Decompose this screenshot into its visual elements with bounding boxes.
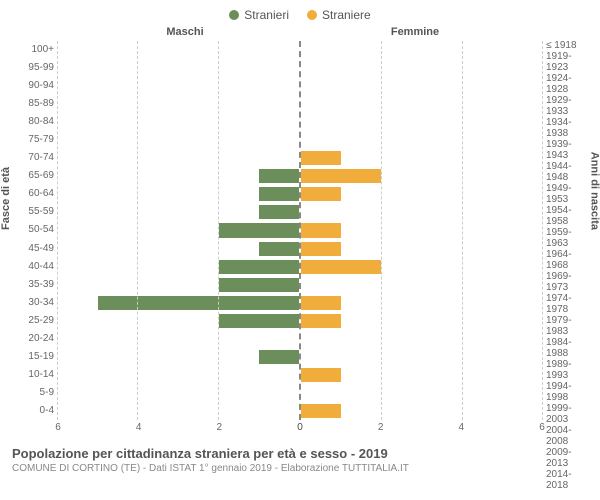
age-label: 90-94 (10, 76, 54, 94)
male-bar (219, 223, 299, 237)
birth-label: ≤ 1918 (546, 40, 590, 51)
male-bar (219, 260, 299, 274)
xticks-right: 0 2 4 6 (300, 422, 542, 436)
age-label: 70-74 (10, 149, 54, 167)
birth-label: 1964-1968 (546, 249, 590, 271)
header-male: Maschi (10, 26, 300, 38)
age-label: 35-39 (10, 275, 54, 293)
male-bar (259, 350, 299, 364)
chart-footer: Popolazione per cittadinanza straniera p… (10, 446, 590, 474)
birth-label: 1999-2003 (546, 403, 590, 425)
age-label: 50-54 (10, 221, 54, 239)
x-tick: 6 (55, 422, 61, 433)
age-label: 5-9 (10, 384, 54, 402)
male-bar (219, 278, 299, 292)
birth-labels-column: ≤ 19181919-19231924-19281929-19331934-19… (542, 40, 590, 420)
age-label: 45-49 (10, 239, 54, 257)
female-half (299, 41, 542, 420)
legend-item-male: Stranieri (229, 8, 289, 22)
birth-label: 1974-1978 (546, 293, 590, 315)
birth-label: 1994-1998 (546, 381, 590, 403)
female-bar (301, 187, 341, 201)
female-bar (301, 242, 341, 256)
chart-subtitle: COMUNE DI CORTINO (TE) - Dati ISTAT 1° g… (12, 463, 588, 474)
birth-label: 1949-1953 (546, 183, 590, 205)
age-label: 65-69 (10, 167, 54, 185)
legend-label-female: Straniere (322, 8, 371, 22)
x-tick: 4 (136, 422, 142, 433)
column-headers: Maschi Femmine (10, 26, 590, 38)
bars-container (58, 40, 542, 420)
male-bar (259, 187, 299, 201)
female-bar (301, 368, 341, 382)
female-bar (301, 404, 341, 418)
x-tick: 2 (217, 422, 223, 433)
x-tick: 0 (297, 422, 303, 433)
birth-label: 2004-2008 (546, 425, 590, 447)
swatch-female (307, 10, 317, 20)
x-tick: 2 (378, 422, 384, 433)
age-label: 80-84 (10, 112, 54, 130)
female-bar (301, 223, 341, 237)
x-tick: 4 (459, 422, 465, 433)
xticks-left: 6 4 2 0 (58, 422, 300, 436)
y-axis-label-left: Fasce di età (0, 167, 12, 230)
age-label: 60-64 (10, 185, 54, 203)
legend-label-male: Stranieri (244, 8, 289, 22)
male-bar (98, 296, 299, 310)
age-labels-column: 100+95-9990-9485-8980-8475-7970-7465-696… (10, 40, 58, 420)
age-label: 55-59 (10, 203, 54, 221)
female-bars (301, 41, 542, 420)
population-pyramid-chart: Stranieri Straniere Maschi Femmine Fasce… (0, 0, 600, 500)
legend: Stranieri Straniere (10, 8, 590, 22)
age-label: 30-34 (10, 293, 54, 311)
age-label: 15-19 (10, 348, 54, 366)
age-label: 100+ (10, 40, 54, 58)
age-label: 85-89 (10, 94, 54, 112)
birth-label: 1929-1933 (546, 95, 590, 117)
age-label: 95-99 (10, 58, 54, 76)
birth-label: 1979-1983 (546, 315, 590, 337)
age-label: 10-14 (10, 366, 54, 384)
legend-item-female: Straniere (307, 8, 371, 22)
male-bar (259, 242, 299, 256)
age-label: 75-79 (10, 130, 54, 148)
female-bar (301, 314, 341, 328)
x-axis: 6 4 2 0 0 2 4 6 (10, 422, 590, 436)
y-axis-label-right: Anni di nascita (588, 152, 600, 230)
x-tick: 6 (539, 422, 545, 433)
header-female: Femmine (300, 26, 590, 38)
swatch-male (229, 10, 239, 20)
male-half (58, 41, 299, 420)
female-bar (301, 169, 381, 183)
age-label: 25-29 (10, 311, 54, 329)
male-bar (259, 169, 299, 183)
birth-label: 1939-1943 (546, 139, 590, 161)
male-bars (58, 41, 299, 420)
age-label: 0-4 (10, 402, 54, 420)
birth-label: 1924-1928 (546, 73, 590, 95)
chart-title: Popolazione per cittadinanza straniera p… (12, 446, 588, 461)
birth-label: 1919-1923 (546, 51, 590, 73)
birth-label: 1984-1988 (546, 337, 590, 359)
male-bar (219, 314, 299, 328)
birth-label: 1934-1938 (546, 117, 590, 139)
birth-label: 1959-1963 (546, 227, 590, 249)
age-label: 20-24 (10, 330, 54, 348)
age-label: 40-44 (10, 257, 54, 275)
female-bar (301, 151, 341, 165)
female-bar (301, 296, 341, 310)
birth-label: 1944-1948 (546, 161, 590, 183)
birth-label: 1969-1973 (546, 271, 590, 293)
birth-label: 2014-2018 (546, 469, 590, 491)
birth-label: 1989-1993 (546, 359, 590, 381)
male-bar (259, 205, 299, 219)
birth-label: 2009-2013 (546, 447, 590, 469)
plot-area: Fasce di età Anni di nascita 100+95-9990… (10, 40, 590, 420)
female-bar (301, 260, 381, 274)
birth-label: 1954-1958 (546, 205, 590, 227)
